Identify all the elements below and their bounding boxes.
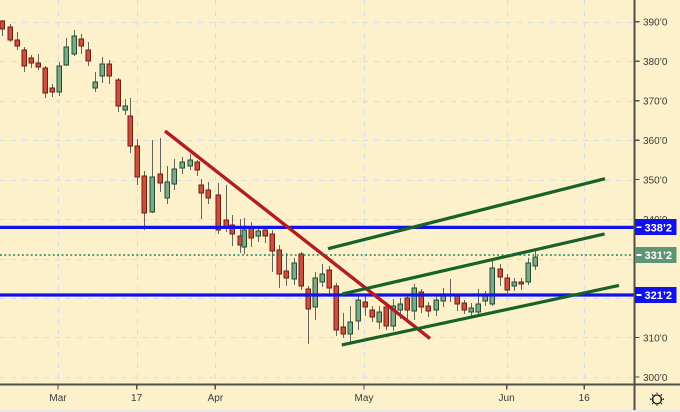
svg-text:Apr: Apr <box>208 393 224 404</box>
svg-text:Mar: Mar <box>49 393 67 404</box>
svg-text:Jun: Jun <box>499 393 515 404</box>
svg-text:300’0: 300’0 <box>643 373 668 384</box>
svg-text:16: 16 <box>579 393 591 404</box>
svg-text:338’2: 338’2 <box>645 223 673 235</box>
svg-text:310’0: 310’0 <box>643 333 668 344</box>
svg-text:321’2: 321’2 <box>645 290 673 302</box>
svg-text:May: May <box>355 393 374 404</box>
svg-text:370’0: 370’0 <box>643 96 668 107</box>
svg-text:390’0: 390’0 <box>643 17 668 28</box>
svg-text:350’0: 350’0 <box>643 175 668 186</box>
svg-text:380’0: 380’0 <box>643 57 668 68</box>
svg-text:360’0: 360’0 <box>643 136 668 147</box>
svg-text:331’2: 331’2 <box>645 250 673 262</box>
svg-text:17: 17 <box>131 393 143 404</box>
